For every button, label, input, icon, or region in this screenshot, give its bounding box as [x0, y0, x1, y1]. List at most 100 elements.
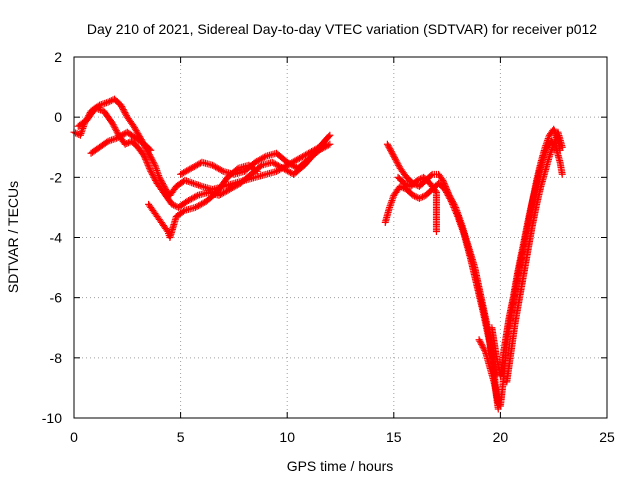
data-point: [153, 168, 161, 176]
data-point: [187, 164, 195, 172]
data-point: [550, 140, 558, 148]
data-point: [152, 176, 160, 184]
data-point: [96, 106, 104, 114]
data-point: [142, 155, 150, 163]
data-point: [288, 161, 296, 169]
data-point: [450, 200, 458, 208]
data-point: [220, 189, 228, 197]
data-point: [297, 154, 305, 162]
data-point: [179, 207, 187, 215]
data-point: [188, 195, 196, 203]
data-point: [181, 176, 189, 184]
data-point: [558, 170, 566, 178]
data-point: [97, 101, 105, 109]
data-point: [394, 160, 402, 168]
x-tick-label: 20: [493, 429, 509, 445]
data-point: [448, 197, 456, 205]
data-point: [151, 175, 159, 183]
data-point: [315, 146, 323, 154]
data-point: [99, 100, 107, 108]
data-point: [427, 172, 435, 180]
data-point: [96, 101, 104, 109]
data-point: [451, 202, 459, 210]
data-point: [77, 129, 85, 137]
data-point: [444, 188, 452, 196]
data-point: [168, 200, 176, 208]
data-point: [389, 195, 397, 203]
data-point: [558, 143, 566, 151]
data-point: [221, 188, 229, 196]
data-point: [195, 202, 203, 210]
data-point: [110, 122, 118, 130]
data-point: [279, 164, 287, 172]
data-point: [317, 145, 325, 153]
y-tick-label: -8: [50, 350, 63, 366]
data-point: [383, 140, 391, 148]
data-point: [387, 148, 395, 156]
data-point: [109, 121, 117, 129]
data-point: [113, 134, 121, 142]
data-point: [476, 337, 484, 345]
axis-ticks: 0 5 10 15 20 25 -10 -8 -6 -4 -2 0 2: [42, 49, 615, 445]
data-point: [116, 133, 124, 141]
data-point: [196, 201, 204, 209]
data-point: [198, 200, 206, 208]
data-point: [256, 162, 264, 170]
data-point: [398, 183, 406, 191]
data-point: [183, 177, 191, 185]
data-point: [186, 165, 194, 173]
data-point: [395, 161, 403, 169]
x-tick-label: 0: [70, 429, 78, 445]
data-point: [325, 132, 333, 140]
data-point: [140, 152, 148, 160]
data-point: [119, 104, 127, 112]
data-point: [253, 157, 261, 165]
data-point: [152, 163, 160, 171]
data-point: [259, 154, 267, 162]
data-point: [289, 162, 297, 170]
data-point: [112, 127, 120, 135]
data-point: [117, 101, 125, 109]
data-point: [149, 157, 157, 165]
data-point: [321, 143, 329, 151]
data-point: [189, 194, 197, 202]
data-point: [76, 131, 84, 139]
data-point: [148, 169, 156, 177]
data-point: [447, 194, 455, 202]
data-point: [185, 197, 193, 205]
data-point: [181, 168, 189, 176]
data-point: [477, 339, 485, 347]
data-point: [550, 125, 558, 133]
data-point: [215, 165, 223, 173]
y-tick-label: -2: [50, 169, 63, 185]
data-point: [284, 167, 292, 175]
data-point: [392, 157, 400, 165]
data-point: [276, 163, 284, 171]
data-point: [145, 164, 153, 172]
data-point: [186, 178, 194, 186]
data-point: [218, 190, 226, 198]
data-point: [305, 149, 313, 157]
data-point: [268, 158, 276, 166]
data-point: [131, 124, 139, 132]
data-point: [441, 181, 449, 189]
data-point: [415, 176, 423, 184]
data-point: [277, 163, 285, 171]
data-point: [104, 137, 112, 145]
data-point: [146, 166, 154, 174]
data-point: [114, 133, 122, 141]
data-point: [106, 137, 114, 145]
data-point: [443, 185, 451, 193]
data-point: [438, 175, 446, 183]
data-point: [199, 199, 207, 207]
data-point: [298, 153, 306, 161]
data-point: [230, 183, 238, 191]
data-point: [150, 173, 158, 181]
data-point: [195, 160, 203, 168]
data-point: [391, 155, 399, 163]
data-point: [417, 194, 425, 202]
data-point: [183, 167, 191, 175]
data-point: [232, 182, 240, 190]
data-point: [254, 157, 262, 165]
